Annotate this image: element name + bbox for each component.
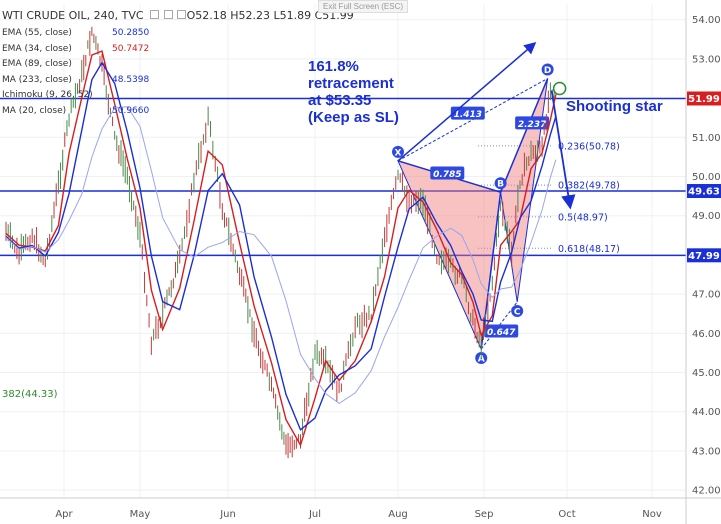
- time-axis: Apr May Jun Jul Aug Sep Oct Nov: [0, 497, 721, 520]
- price-tick-label: 53.00: [692, 54, 721, 65]
- legend-row: MA (233, close) 48.5398: [2, 73, 149, 89]
- ohlc-open: O52.18: [186, 9, 227, 22]
- retracement-line-4: (Keep as SL): [308, 109, 399, 126]
- price-tick-label: 50.00: [692, 172, 721, 183]
- fib-levels: 0.236(50.78) 0.382(49.78) 0.5(48.97) 0.618(…: [478, 141, 620, 255]
- price-tag-bg: [687, 91, 721, 106]
- price-tag-label: 49.63: [688, 187, 720, 198]
- chart-header: WTI CRUDE OIL, 240, TVC O52.18 H52.23 L5…: [2, 9, 354, 22]
- price-tick-label: 42.00: [692, 486, 721, 497]
- price-tick-label: 44.00: [692, 407, 721, 418]
- indicator-value: 50.2850: [112, 28, 150, 38]
- ema-34-line: [5, 50, 557, 447]
- ratio-badge: [515, 116, 550, 130]
- indicator-label: Ichimoku (9, 26, 52): [2, 90, 93, 100]
- point-c-label: C: [514, 307, 521, 317]
- point-x-label: X: [395, 148, 402, 158]
- ratio-badge: [450, 106, 485, 120]
- time-tick-label: Oct: [558, 509, 575, 520]
- exit-fullscreen-button[interactable]: Exit Full Screen (ESC): [318, 0, 409, 13]
- horizontal-levels: [0, 97, 686, 257]
- ratio-label: 2.237: [518, 120, 547, 130]
- price-series: [5, 26, 557, 459]
- point-d-label: D: [544, 66, 551, 76]
- retracement-line-2: retracement: [308, 75, 394, 92]
- fib-label: 0.618(48.17): [558, 244, 620, 255]
- point-x-marker: [392, 145, 404, 158]
- indicator-value: 48.5398: [112, 74, 150, 85]
- indicator-label: EMA (55, close): [2, 28, 72, 38]
- point-d-marker: [541, 63, 554, 76]
- ema-55-line: [5, 61, 557, 431]
- time-tick-label: Nov: [642, 509, 662, 520]
- price-tick-label: 46.00: [692, 329, 721, 340]
- left-fib-label: 382(44.33): [2, 389, 58, 400]
- legend-row: EMA (34, close) 50.7472: [2, 42, 149, 58]
- indicator-legend: EMA (55, close) 50.2850 EMA (34, close) 50.…: [2, 26, 149, 119]
- indicator-value: 50.9660: [112, 105, 150, 116]
- price-tick-label: 45.00: [692, 368, 721, 379]
- ratio-label: 0.647: [487, 328, 516, 338]
- shooting-star-annotation: Shooting star: [566, 98, 663, 115]
- price-tag-label: 47.99: [688, 251, 720, 262]
- time-tick-label: Jul: [308, 509, 321, 520]
- legend-row: EMA (89, close): [2, 57, 149, 73]
- price-tag-label: 51.99: [688, 94, 720, 105]
- ratio-label: 0.785: [433, 170, 461, 180]
- bd-line: [499, 78, 549, 193]
- down-arrow: [550, 90, 576, 210]
- harmonic-bcd-triangle: [500, 78, 549, 303]
- point-b-label: B: [497, 180, 504, 190]
- point-c-marker: [511, 304, 524, 317]
- price-tick-label: 54.00: [692, 15, 721, 26]
- fib-label: 0.236(50.78): [558, 141, 620, 152]
- legend-row: EMA (55, close) 50.2850: [2, 26, 149, 42]
- header-icons: [147, 9, 187, 22]
- fib-label: 0.382(49.78): [558, 181, 620, 192]
- fib-label: 0.5(48.97): [558, 212, 608, 223]
- time-tick-label: May: [130, 509, 151, 520]
- price-tick-label: 43.00: [692, 446, 721, 457]
- ohlc-low: L51.89: [273, 9, 312, 22]
- price-tick-label: 49.00: [692, 211, 721, 222]
- price-tick-label: 47.00: [692, 290, 721, 301]
- retracement-line-3: at $53.35: [308, 92, 372, 109]
- legend-row: Ichimoku (9, 26, 52): [2, 88, 149, 104]
- price-tag-bg: [687, 184, 721, 199]
- legend-row: MA (20, close) 50.9660: [2, 104, 149, 120]
- annotation-arrows: [397, 42, 576, 210]
- ratio-label: 1.413: [454, 110, 482, 120]
- price-tag-bg: [687, 248, 721, 263]
- time-tick-label: Sep: [475, 509, 494, 520]
- time-tick-label: Apr: [55, 509, 73, 520]
- indicator-label: EMA (89, close): [2, 59, 72, 69]
- symbol-title: WTI CRUDE OIL, 240, TVC: [2, 9, 144, 22]
- price-tick-label: 51.00: [692, 133, 721, 144]
- indicator-label: MA (233, close): [2, 74, 72, 85]
- retracement-annotation: 161.8% retracement at $53.35 (Keep as SL…: [308, 58, 399, 126]
- ohlc-high: H52.23: [230, 9, 270, 22]
- indicator-value: 50.7472: [112, 43, 150, 54]
- ratio-badge: [430, 166, 465, 180]
- shooting-star-marker: [552, 81, 567, 96]
- indicator-label: MA (20, close): [2, 105, 67, 116]
- retracement-line-1: 161.8%: [308, 58, 359, 75]
- price-axis: 42.0043.0044.0045.0046.0047.0048.0049.00…: [685, 0, 721, 524]
- point-b-marker: [494, 177, 507, 190]
- indicator-label: EMA (34, close): [2, 43, 72, 54]
- ma-233-line: [5, 106, 557, 405]
- time-tick-label: Jun: [219, 509, 236, 520]
- ab-line: [480, 192, 502, 350]
- time-tick-label: Aug: [388, 509, 408, 520]
- up-arrow: [397, 42, 537, 162]
- ratio-badge: [484, 324, 519, 338]
